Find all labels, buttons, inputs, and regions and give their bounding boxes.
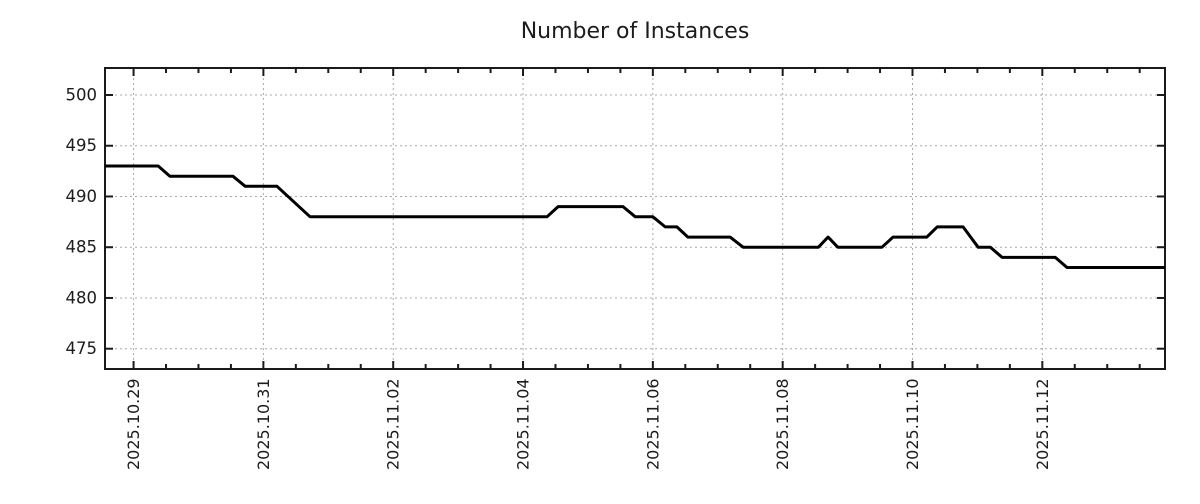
- y-tick-label: 475: [66, 339, 98, 358]
- y-tick-label: 495: [66, 136, 98, 155]
- x-tick-label: 2025.11.06: [643, 378, 662, 470]
- gridlines: [105, 68, 1165, 369]
- plot-border-rect: [104, 67, 1166, 370]
- x-tick-label: 2025.11.04: [514, 378, 533, 470]
- x-tick-label: 2025.11.12: [1033, 378, 1052, 470]
- y-tick-labels: 475 480 485 490 495 500: [66, 85, 98, 358]
- x-tick-label: 2025.10.29: [124, 378, 143, 470]
- instances-series-polyline: [105, 164, 1165, 269]
- y-tick-label: 480: [66, 288, 98, 307]
- axis-ticks: [105, 68, 1165, 369]
- chart-title: Number of Instances: [521, 19, 750, 44]
- series-line: [105, 164, 1165, 269]
- x-tick-label: 2025.10.31: [254, 378, 273, 470]
- x-tick-label: 2025.11.02: [384, 378, 403, 470]
- y-tick-label: 500: [66, 85, 98, 104]
- x-tick-label: 2025.11.08: [773, 378, 792, 470]
- x-tick-labels: 2025.10.29 2025.10.31 2025.11.02 2025.11.04…: [124, 378, 1052, 470]
- x-tick-label: 2025.11.10: [903, 378, 922, 470]
- y-tick-label: 490: [66, 187, 98, 206]
- plot-border: [104, 67, 1166, 370]
- y-tick-label: 485: [66, 238, 98, 257]
